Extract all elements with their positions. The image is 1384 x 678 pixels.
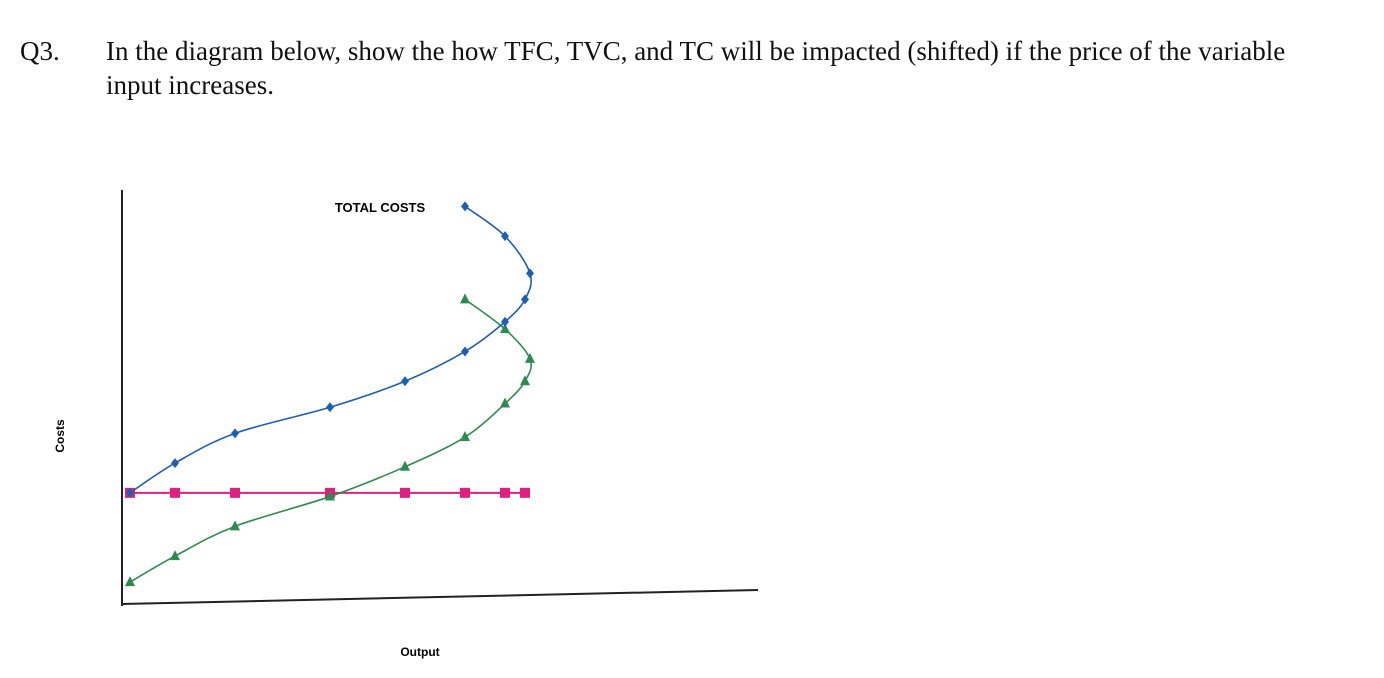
tvc-point-6 bbox=[500, 397, 510, 408]
tc-point-1 bbox=[171, 458, 179, 469]
tvc-point-0 bbox=[125, 576, 135, 587]
tfc-point-5 bbox=[460, 487, 470, 498]
tfc-point-7 bbox=[520, 487, 530, 498]
tvc-point-4 bbox=[400, 460, 410, 471]
tc-curve bbox=[129, 205, 533, 494]
tc-point-9 bbox=[501, 231, 509, 242]
tfc-point-6 bbox=[500, 487, 510, 498]
tc-point-2 bbox=[231, 428, 239, 439]
tvc-point-9 bbox=[500, 323, 510, 334]
tvc-point-1 bbox=[170, 550, 180, 561]
tc-point-4 bbox=[401, 376, 409, 387]
tvc-point-5 bbox=[460, 431, 470, 442]
y-axis-label: Costs bbox=[53, 419, 67, 453]
tvc-curve bbox=[129, 298, 533, 583]
tc-series bbox=[126, 201, 534, 498]
tfc-point-1 bbox=[170, 487, 180, 498]
question-number: Q3. bbox=[20, 36, 60, 66]
tvc-point-10 bbox=[460, 293, 470, 304]
tc-point-10 bbox=[461, 201, 469, 212]
series-layer bbox=[125, 201, 535, 587]
tfc-point-2 bbox=[230, 487, 240, 498]
tvc-point-2 bbox=[230, 520, 240, 531]
x-axis-line bbox=[121, 589, 759, 605]
question-text: In the diagram below, show the how TFC, … bbox=[106, 36, 1286, 100]
tvc-point-7 bbox=[520, 375, 530, 386]
tc-point-6 bbox=[501, 316, 509, 327]
tc-point-7 bbox=[521, 294, 529, 305]
tvc-point-3 bbox=[325, 490, 335, 501]
tc-point-0 bbox=[126, 487, 134, 498]
tc-point-8 bbox=[526, 268, 534, 279]
chart-title: TOTAL COSTS bbox=[335, 200, 426, 215]
tc-point-3 bbox=[326, 402, 334, 413]
tfc-point-4 bbox=[400, 487, 410, 498]
tc-point-5 bbox=[461, 346, 469, 357]
tvc-series bbox=[125, 293, 535, 587]
tvc-point-8 bbox=[525, 352, 535, 363]
x-axis-label: Output bbox=[400, 645, 439, 659]
